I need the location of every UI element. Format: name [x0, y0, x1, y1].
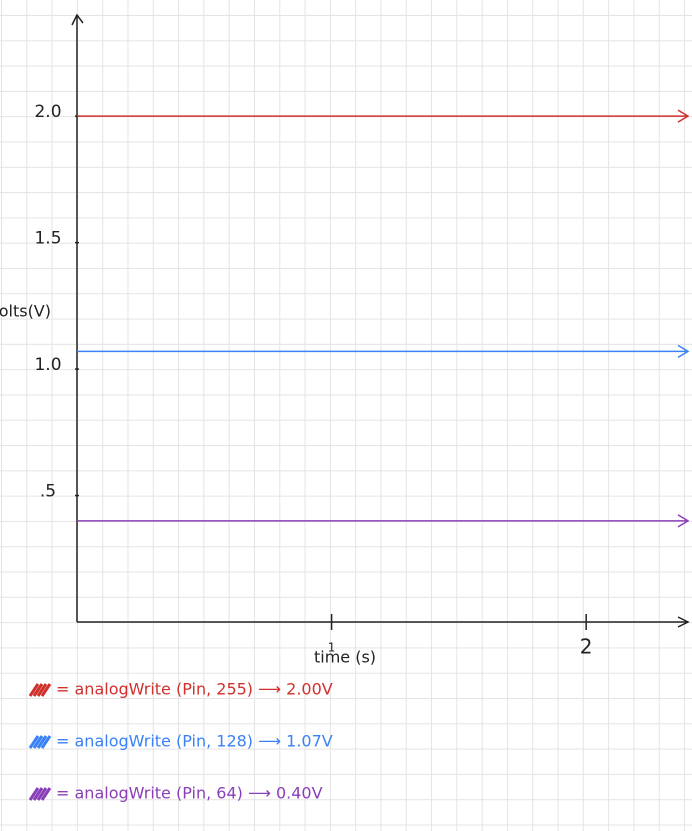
y-axis-label: Volts(V): [0, 302, 51, 321]
legend-swatch: [28, 683, 52, 697]
series-arrow: [677, 514, 690, 528]
x-axis-label: time (s): [314, 648, 376, 667]
x-tick-label: 2: [580, 635, 593, 659]
series-arrow: [677, 109, 690, 123]
legend-label: = analogWrite (Pin, 128) ⟶ 1.07V: [56, 732, 333, 751]
legend-label: = analogWrite (Pin, 255) ⟶ 2.00V: [56, 680, 333, 699]
legend-swatch: [28, 787, 52, 801]
series-arrow: [677, 344, 690, 359]
legend-swatch: [28, 735, 52, 749]
x-tick-label: 1: [328, 641, 336, 655]
y-tick-label: 1.5: [34, 229, 61, 249]
y-axis-arrow: [71, 13, 84, 26]
x-axis-arrow: [677, 616, 690, 628]
legend-label: = analogWrite (Pin, 64) ⟶ 0.40V: [56, 784, 323, 803]
y-tick-label: .5: [40, 482, 56, 502]
y-tick-label: 1.0: [34, 355, 61, 375]
y-tick-label: 2.0: [34, 102, 61, 122]
